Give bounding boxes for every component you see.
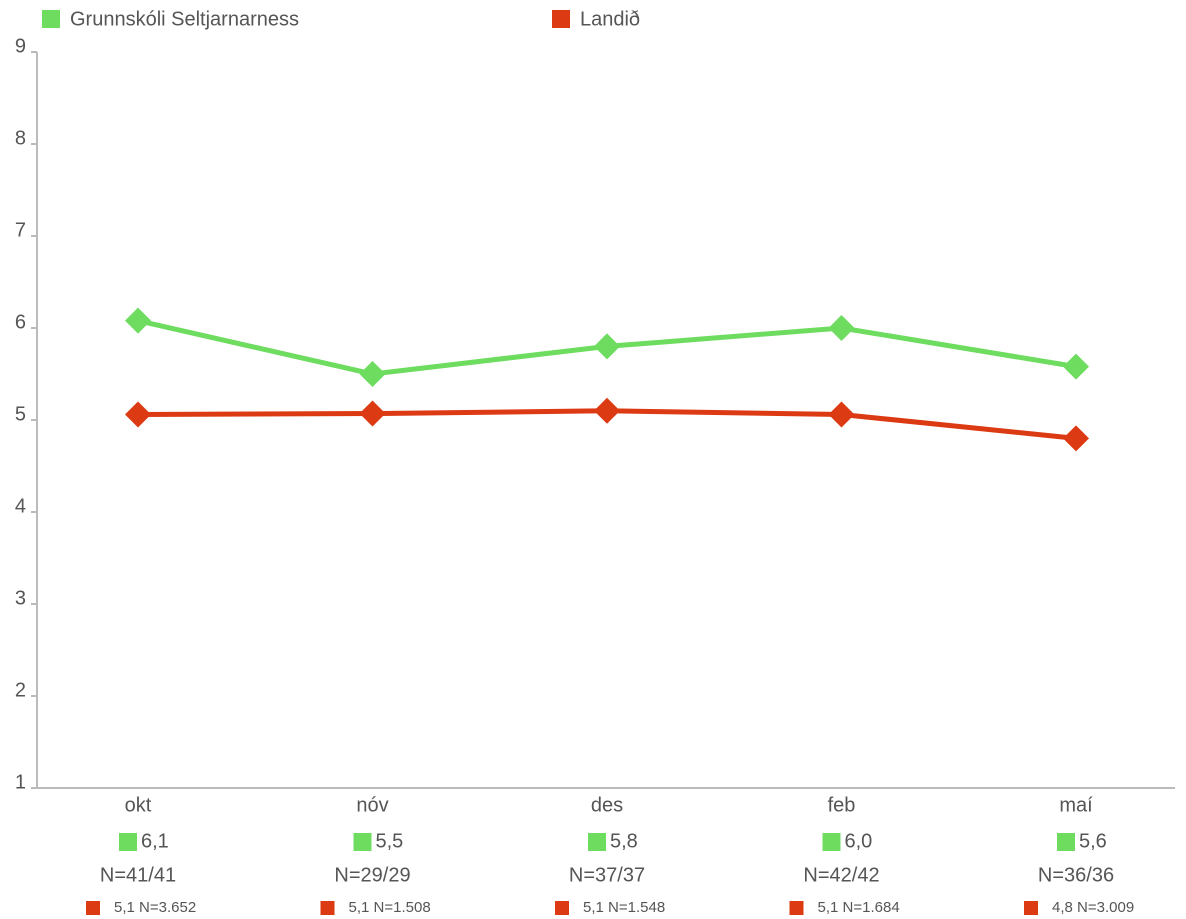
point-marker [359, 400, 386, 427]
point-marker [594, 397, 620, 424]
x-tick-label: nóv [356, 794, 388, 816]
n-label: N=1.508 [374, 899, 431, 916]
x-tick-label: maí [1059, 794, 1093, 816]
n-label: N=1.684 [843, 899, 900, 916]
y-tick-label: 4 [15, 495, 26, 517]
point-marker [359, 361, 386, 387]
legend-swatch [552, 10, 570, 28]
value-label: 5,1 [583, 899, 604, 916]
y-tick-label: 7 [15, 219, 26, 241]
value-swatch [588, 833, 606, 851]
value-n-label: 5,1 N=3.652 [114, 899, 196, 916]
point-marker [594, 333, 620, 360]
value-label: 5,8 [610, 830, 638, 852]
value-label: 6,1 [141, 830, 169, 852]
value-n-label: 4,8 N=3.009 [1052, 899, 1134, 916]
value-swatch [1057, 833, 1075, 851]
n-label: N=1.548 [608, 899, 665, 916]
n-label: N=3.009 [1077, 899, 1134, 916]
n-label: N=37/37 [569, 864, 645, 886]
y-tick-label: 1 [15, 771, 26, 793]
y-tick-label: 3 [15, 587, 26, 609]
n-label: N=41/41 [100, 864, 176, 886]
n-label: N=36/36 [1038, 864, 1114, 886]
point-marker [1063, 425, 1089, 452]
value-n-label: 5,1 N=1.684 [818, 899, 900, 916]
value-label: 5,1 [349, 899, 370, 916]
value-swatch [822, 833, 841, 851]
value-swatch [86, 901, 100, 915]
point-marker [1063, 353, 1089, 380]
value-swatch [555, 901, 569, 915]
value-swatch [353, 833, 372, 851]
x-tick-label: feb [828, 794, 856, 816]
x-tick-label: des [591, 794, 623, 816]
point-marker [125, 307, 151, 334]
y-tick-label: 6 [15, 311, 26, 333]
value-label: 5,5 [376, 830, 404, 852]
legend-swatch [42, 10, 60, 28]
y-tick-label: 2 [15, 679, 26, 701]
point-marker [828, 315, 855, 341]
x-tick-label: okt [125, 794, 152, 816]
value-swatch [320, 901, 335, 915]
y-tick-label: 9 [15, 35, 26, 57]
value-swatch [1024, 901, 1038, 915]
value-label: 5,1 [114, 899, 135, 916]
n-label: N=29/29 [334, 864, 410, 886]
value-label: 5,6 [1079, 830, 1107, 852]
legend-label: Grunnskóli Seltjarnarness [70, 8, 299, 30]
n-label: N=3.652 [139, 899, 196, 916]
point-marker [828, 401, 855, 428]
y-tick-label: 8 [15, 127, 26, 149]
value-swatch [789, 901, 804, 915]
value-n-label: 5,1 N=1.508 [349, 899, 431, 916]
value-label: 6,0 [845, 830, 873, 852]
value-label: 4,8 [1052, 899, 1073, 916]
y-tick-label: 5 [15, 403, 26, 425]
point-marker [125, 401, 151, 428]
value-n-label: 5,1 N=1.548 [583, 899, 665, 916]
value-swatch [119, 833, 137, 851]
legend-label: Landið [580, 8, 640, 30]
n-label: N=42/42 [803, 864, 879, 886]
value-label: 5,1 [818, 899, 839, 916]
